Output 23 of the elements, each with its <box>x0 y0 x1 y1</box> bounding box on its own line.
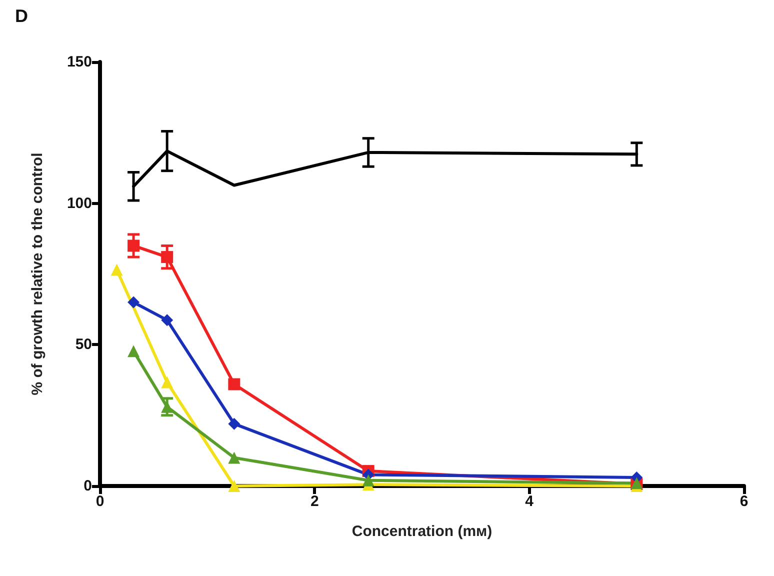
x-tick-label: 0 <box>96 493 104 510</box>
point <box>228 452 240 464</box>
y-tick-label: 50 <box>75 336 92 354</box>
point <box>128 345 140 358</box>
y-axis-title: % of growth relative to the control <box>29 152 46 396</box>
point <box>161 314 174 326</box>
y-tick-label: 100 <box>66 194 92 212</box>
y-tick-label: 150 <box>66 54 92 70</box>
chart-title: D <box>15 6 28 26</box>
y-tick-label: 0 <box>84 478 92 494</box>
x-tick-label: 2 <box>310 493 319 510</box>
point <box>128 240 140 252</box>
x-tick-label: 4 <box>525 493 534 510</box>
point <box>228 378 240 390</box>
x-tick-label: 6 <box>740 493 748 510</box>
point <box>110 264 123 276</box>
point <box>161 251 174 264</box>
point <box>161 376 174 388</box>
point <box>228 418 240 430</box>
point <box>228 480 240 492</box>
point <box>128 296 140 308</box>
point <box>362 474 374 486</box>
x-axis-title: Concentration (mм) <box>352 523 492 540</box>
